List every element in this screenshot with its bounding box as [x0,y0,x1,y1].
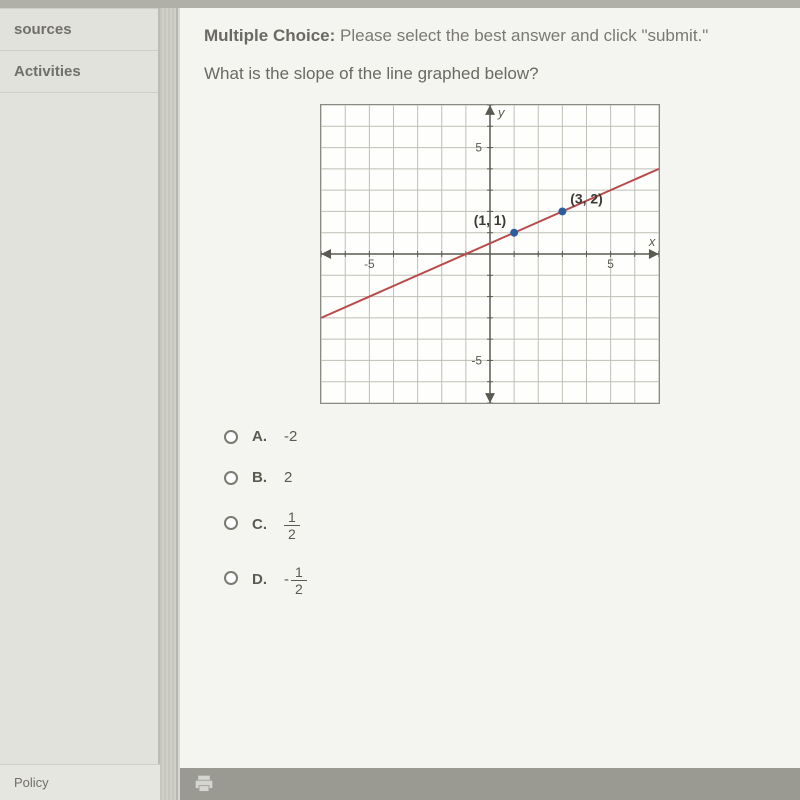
answer-option-c[interactable]: C. 1 2 [224,510,776,541]
svg-text:x: x [648,234,656,249]
sidebar-item-label: Activities [14,63,81,80]
bottom-toolbar [180,768,800,800]
fraction: 1 2 [291,565,307,596]
fraction-numerator: 1 [284,510,300,526]
answer-letter: D. [252,571,270,588]
svg-text:-5: -5 [471,353,482,367]
negative-sign: - [284,571,289,588]
radio-icon [224,516,238,530]
svg-text:(1, 1): (1, 1) [474,212,506,228]
answer-letter: A. [252,428,270,445]
svg-text:5: 5 [607,257,614,271]
answer-list: A. -2 B. 2 C. 1 2 D. - 1 2 [224,428,776,596]
graph-container: -5 5 -5 5 x y (1, 1) (3, 2) [204,104,776,404]
answer-value: -2 [284,428,297,445]
answer-value: 1 2 [284,510,300,541]
fraction-numerator: 1 [291,565,307,581]
instruction-label: Multiple Choice: [204,26,335,45]
printer-icon[interactable] [190,774,218,794]
instruction-line: Multiple Choice: Please select the best … [204,26,776,46]
radio-icon [224,430,238,444]
answer-option-d[interactable]: D. - 1 2 [224,565,776,596]
fraction-denominator: 2 [295,581,303,596]
svg-text:5: 5 [475,141,482,155]
sidebar-item-label: sources [14,21,72,38]
window-top-strip [0,0,800,8]
svg-text:y: y [497,105,506,120]
sidebar: sources Activities Policy [0,8,160,800]
instruction-text: Please select the best answer and click … [335,26,708,45]
radio-icon [224,471,238,485]
answer-value: 2 [284,469,292,486]
fraction-denominator: 2 [288,526,296,541]
sidebar-item-activities[interactable]: Activities [0,51,158,93]
answer-letter: B. [252,469,270,486]
svg-text:(3, 2): (3, 2) [570,190,602,206]
sidebar-item-sources[interactable]: sources [0,8,158,51]
main-content: Multiple Choice: Please select the best … [180,8,800,768]
svg-text:-5: -5 [364,257,375,271]
question-text: What is the slope of the line graphed be… [204,64,776,84]
sidebar-policy-link[interactable]: Policy [0,764,160,800]
fraction: 1 2 [284,510,300,541]
slope-graph: -5 5 -5 5 x y (1, 1) (3, 2) [320,104,660,404]
answer-letter: C. [252,516,270,533]
answer-option-b[interactable]: B. 2 [224,469,776,486]
answer-option-a[interactable]: A. -2 [224,428,776,445]
answer-value: - 1 2 [284,565,307,596]
policy-label: Policy [14,775,49,790]
sidebar-gutter [160,8,178,800]
radio-icon [224,571,238,585]
